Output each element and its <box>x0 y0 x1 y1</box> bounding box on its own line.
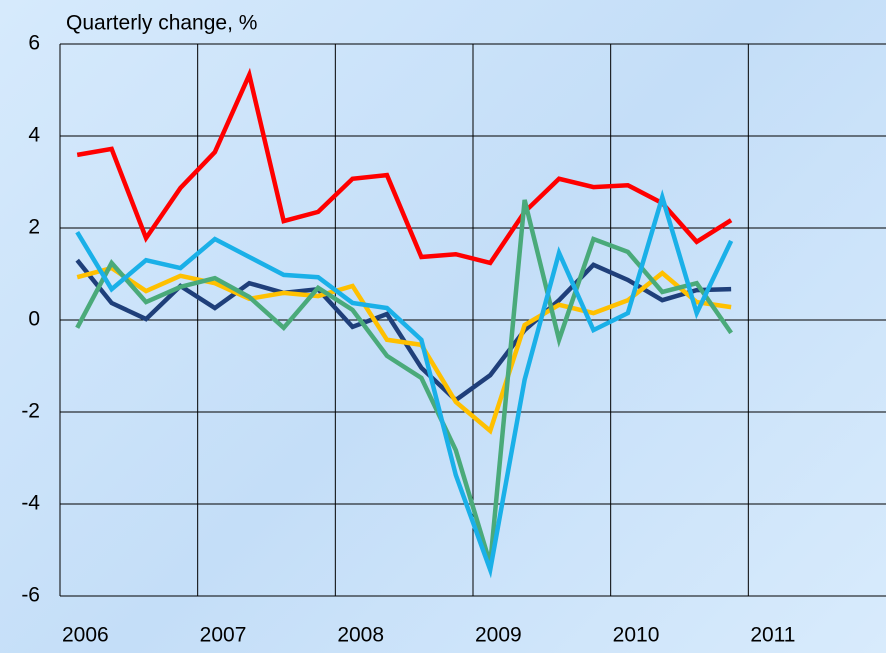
series-line <box>77 260 731 400</box>
y-tick-label: 4 <box>28 124 40 147</box>
y-tick-label: 2 <box>28 216 40 239</box>
chart-title: Quarterly change, % <box>66 12 257 35</box>
chart: Quarterly change, % -6 -4 -2 0 2 4 6 2006 2007 20… <box>0 0 886 653</box>
x-tick-label: 2007 <box>200 624 247 647</box>
x-tick-label: 2006 <box>62 624 109 647</box>
series-line <box>77 75 731 263</box>
series-line <box>77 200 731 564</box>
x-tick-label: 2008 <box>337 624 384 647</box>
y-tick-label: 6 <box>28 32 40 55</box>
series-line <box>77 197 731 570</box>
x-tick-label: 2011 <box>750 624 795 647</box>
y-tick-label: -4 <box>21 492 40 515</box>
y-tick-label: 0 <box>28 308 40 331</box>
y-tick-label: -2 <box>21 400 40 423</box>
y-tick-label: -6 <box>21 584 40 607</box>
x-tick-label: 2010 <box>613 624 660 647</box>
x-tick-label: 2009 <box>475 624 522 647</box>
